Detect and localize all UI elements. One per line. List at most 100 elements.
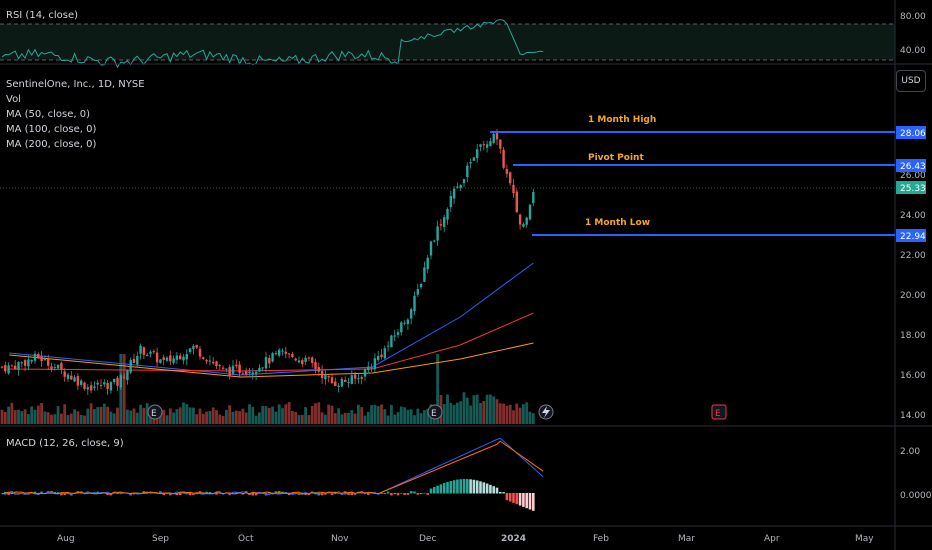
macd-hist-bar — [522, 493, 525, 507]
candle-body — [410, 309, 413, 319]
macd-hist-bar — [472, 479, 476, 494]
volume-bar — [83, 415, 86, 424]
volume-bar — [254, 415, 258, 424]
volume-bar — [3, 412, 7, 424]
candle-body — [509, 172, 512, 184]
volume-bar — [317, 402, 321, 424]
macd-hist-bar — [159, 491, 162, 494]
volume-bar — [258, 412, 261, 424]
volume-bar — [145, 403, 149, 424]
volume-bar — [172, 412, 175, 424]
macd-pane: MACD (12, 26, close, 9) 2.00 0.0000 — [0, 437, 932, 511]
candle-body — [152, 351, 155, 353]
macd-hist-bar — [492, 486, 495, 494]
volume-bar — [116, 407, 119, 424]
volume-bar — [63, 404, 67, 424]
macd-hist-bar — [254, 493, 258, 496]
candle-body — [393, 335, 396, 337]
macd-hist-bar — [334, 492, 337, 494]
volume-bar — [231, 411, 235, 424]
x-tick-mar: Mar — [678, 534, 695, 544]
earnings-marker-dec[interactable]: E — [427, 404, 443, 420]
candle-body — [462, 179, 466, 184]
candle-body — [532, 191, 535, 204]
candle-body — [70, 375, 73, 380]
ma50-label: MA (50, close, 0) — [6, 109, 90, 120]
volume-bar — [350, 410, 354, 424]
candle-body — [512, 184, 515, 194]
macd-hist-bar — [188, 493, 192, 496]
candle-body — [66, 374, 70, 380]
macd-hist-bar — [195, 493, 198, 495]
volume-bar — [383, 409, 387, 424]
volume-bar — [426, 408, 430, 424]
volume-bar — [485, 394, 489, 424]
volume-bar — [373, 404, 377, 424]
candle-body — [456, 186, 459, 188]
macd-hist-bar — [502, 492, 505, 494]
candle-body — [281, 350, 284, 352]
candle-body — [469, 162, 472, 164]
macd-hist-bar — [466, 479, 469, 494]
volume-bar — [13, 410, 17, 424]
macd-hist-bar — [475, 480, 479, 494]
candle-body — [73, 377, 76, 382]
volume-bar — [281, 408, 284, 424]
volume-bar — [452, 404, 456, 424]
candle-body — [383, 348, 386, 359]
volume-bar — [162, 409, 166, 424]
symbol-title: SentinelOne, Inc., 1D, NYSE — [6, 79, 145, 90]
volume-bar — [93, 409, 96, 424]
volume-bar — [106, 406, 109, 424]
ma-line-0 — [9, 262, 534, 376]
level-text-pivot: Pivot Point — [588, 153, 644, 163]
dividend-flash-marker[interactable] — [538, 404, 554, 420]
candle-body — [446, 208, 449, 220]
volume-bar — [165, 415, 169, 424]
macd-hist-bar — [406, 493, 410, 495]
level-text-month-high: 1 Month High — [588, 115, 656, 125]
volume-bar — [357, 404, 360, 424]
volume-bar — [353, 413, 357, 424]
macd-hist-bar — [413, 491, 416, 494]
candle-body — [476, 149, 479, 159]
macd-hist-bar — [347, 493, 350, 495]
macd-hist-bar — [416, 493, 420, 495]
candle-body — [0, 366, 4, 368]
candle-body — [518, 214, 522, 225]
earnings-marker-sep[interactable]: E — [147, 404, 163, 420]
candle-body — [380, 354, 383, 358]
candle-body — [386, 345, 390, 347]
macd-hist-bar — [400, 492, 403, 494]
candle-body — [192, 345, 195, 349]
volume-bar — [508, 404, 512, 424]
macd-hist-bar — [367, 493, 370, 495]
candle-body — [33, 353, 37, 361]
volume-bar — [27, 414, 30, 424]
x-tick-oct: Oct — [238, 534, 254, 544]
candle-body — [248, 371, 251, 374]
earnings-marker-upcoming[interactable]: E — [711, 404, 727, 420]
candle-body — [452, 188, 456, 199]
candle-body — [443, 217, 446, 227]
candle-body — [169, 355, 172, 362]
macd-hist-bar — [142, 491, 146, 494]
volume-bar — [462, 392, 466, 424]
rsi-tick-lower: 40.00 — [900, 46, 926, 56]
volume-bar — [416, 408, 420, 424]
volume-bar — [393, 414, 397, 424]
macd-hist-bar — [499, 491, 502, 494]
currency-button[interactable]: USD — [896, 70, 926, 92]
macd-hist-bar — [301, 492, 304, 494]
volume-bar — [109, 411, 113, 424]
candle-body — [522, 223, 525, 227]
volume-bars — [0, 354, 535, 424]
last-price-value: 25.33 — [900, 184, 926, 194]
macd-hist-bar — [525, 493, 528, 509]
macd-hist-bar — [409, 491, 413, 494]
volume-bar — [126, 409, 129, 424]
candle-body — [103, 382, 106, 385]
volume-bar — [244, 412, 248, 424]
price-pane: SentinelOne, Inc., 1D, NYSE Vol MA (50, … — [0, 79, 926, 424]
volume-bar — [479, 402, 482, 424]
